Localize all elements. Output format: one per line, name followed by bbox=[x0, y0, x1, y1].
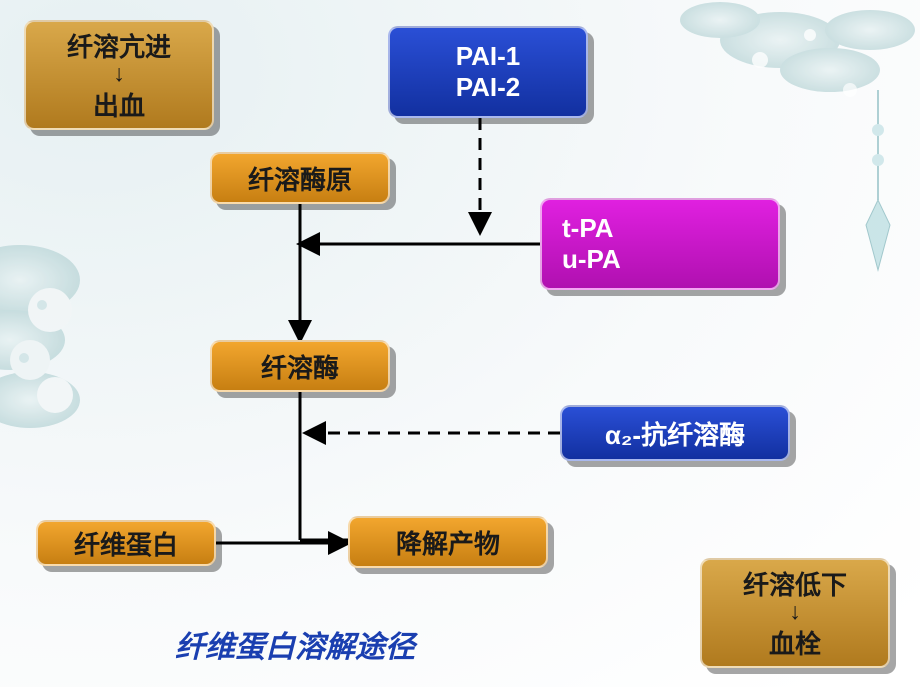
node-plasminogen-line-0: 纤溶酶原 bbox=[248, 160, 352, 197]
node-pai: PAI-1PAI-2 bbox=[388, 26, 588, 118]
node-a2-line-0: α₂-抗纤溶酶 bbox=[605, 415, 745, 452]
node-tpa-line-1: u-PA bbox=[562, 244, 621, 275]
node-br-line-2: 血栓 bbox=[769, 624, 821, 661]
node-tl-line-0: 纤溶亢进 bbox=[67, 27, 171, 64]
node-pai-line-1: PAI-2 bbox=[456, 72, 521, 103]
node-tpa-line-0: t-PA bbox=[562, 213, 614, 244]
node-a2: α₂-抗纤溶酶 bbox=[560, 405, 790, 461]
node-br-line-0: 纤溶低下 bbox=[743, 565, 847, 602]
node-pai-line-0: PAI-1 bbox=[456, 41, 521, 72]
node-br-line-1: ↓ bbox=[789, 602, 801, 623]
node-br: 纤溶低下↓血栓 bbox=[700, 558, 890, 668]
node-plasmin-line-0: 纤溶酶 bbox=[261, 348, 339, 385]
node-tl-line-1: ↓ bbox=[113, 64, 125, 85]
node-product-line-0: 降解产物 bbox=[396, 524, 500, 561]
node-tl-line-2: 出血 bbox=[93, 86, 145, 123]
node-fibrin-line-0: 纤维蛋白 bbox=[74, 525, 178, 562]
node-tpa: t-PAu-PA bbox=[540, 198, 780, 290]
node-fibrin: 纤维蛋白 bbox=[36, 520, 216, 566]
node-tl: 纤溶亢进↓出血 bbox=[24, 20, 214, 130]
node-plasmin: 纤溶酶 bbox=[210, 340, 390, 392]
node-product: 降解产物 bbox=[348, 516, 548, 568]
title-text: 纤维蛋白溶解途径 bbox=[175, 631, 415, 664]
node-plasminogen: 纤溶酶原 bbox=[210, 152, 390, 204]
diagram-title: 纤维蛋白溶解途径 bbox=[175, 622, 415, 666]
